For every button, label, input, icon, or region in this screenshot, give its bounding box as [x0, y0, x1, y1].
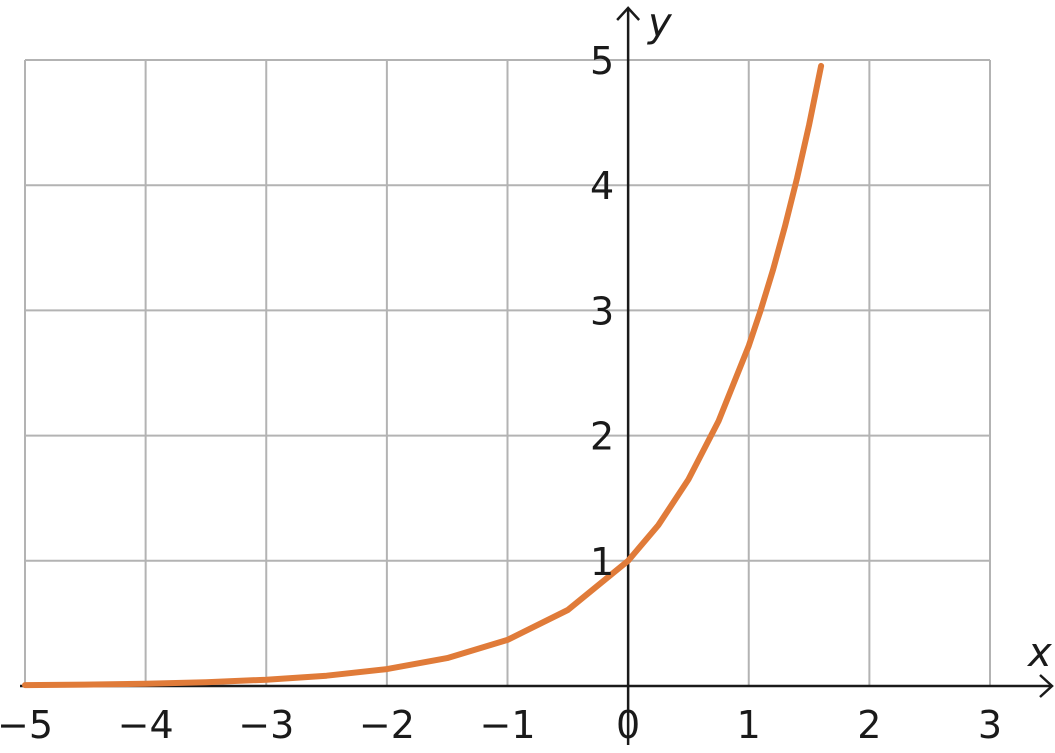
x-tick-label: 2	[857, 703, 881, 747]
x-axis-label: x	[1026, 630, 1052, 676]
x-tick-label: 3	[978, 703, 1002, 747]
y-tick-labels: 1 2 3 4 5	[590, 39, 614, 584]
y-axis-label: y	[647, 0, 673, 46]
x-tick-label: −3	[238, 703, 294, 747]
x-tick-label: 0	[616, 703, 640, 747]
y-tick-label: 1	[590, 540, 614, 584]
x-tick-labels: −5 −4 −3 −2 −1 0 1 2 3	[0, 703, 1002, 747]
x-axis-arrowhead	[1039, 674, 1054, 698]
axes	[20, 6, 1054, 745]
y-tick-label: 5	[590, 39, 614, 83]
x-tick-label: 1	[737, 703, 761, 747]
series-line	[22, 62, 825, 689]
y-tick-label: 3	[590, 289, 614, 333]
grid	[24, 59, 991, 687]
x-tick-label: −2	[359, 703, 415, 747]
series-group	[22, 62, 825, 689]
y-tick-label: 2	[590, 415, 614, 459]
x-tick-label: −1	[479, 703, 535, 747]
y-tick-label: 4	[590, 164, 614, 208]
x-tick-label: −4	[118, 703, 174, 747]
x-tick-label: −5	[0, 703, 53, 747]
y-axis-arrowhead	[616, 6, 641, 21]
